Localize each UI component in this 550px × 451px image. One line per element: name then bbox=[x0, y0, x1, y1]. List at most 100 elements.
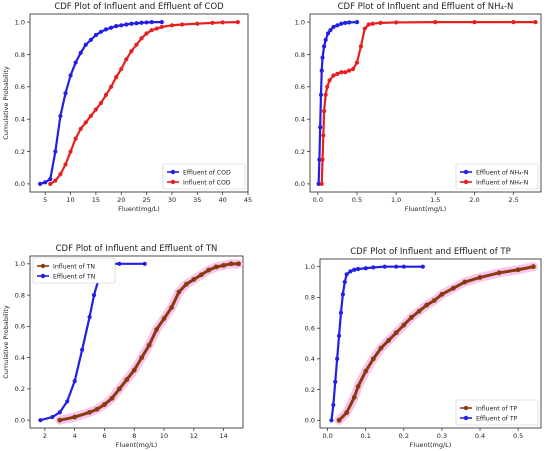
data-point bbox=[439, 291, 445, 297]
data-point bbox=[320, 55, 325, 60]
data-point bbox=[356, 266, 361, 272]
data-point bbox=[378, 20, 383, 25]
x-tick-label: 30 bbox=[168, 196, 176, 204]
legend-label: Effluent of COD bbox=[183, 169, 231, 176]
data-point bbox=[343, 70, 348, 75]
data-point bbox=[63, 91, 68, 96]
data-point bbox=[48, 181, 53, 187]
x-tick-label: 0.4 bbox=[475, 432, 485, 440]
data-point bbox=[129, 49, 134, 54]
data-point bbox=[176, 289, 182, 295]
data-point bbox=[78, 50, 83, 55]
legend: Influent of TP Effluent of TP bbox=[455, 399, 539, 426]
data-point bbox=[382, 264, 387, 269]
data-point bbox=[386, 338, 391, 343]
data-point bbox=[134, 21, 139, 26]
y-tick-label: 0.8 bbox=[305, 294, 315, 302]
x-axis-label: Fluent(mg/L) bbox=[118, 205, 160, 213]
chart-title: CDF Plot of Influent and Effluent of COD bbox=[54, 2, 224, 12]
data-point bbox=[352, 267, 357, 272]
legend-label: Effluent of NH₄-N bbox=[476, 169, 529, 176]
x-tick-label: 0.2 bbox=[399, 432, 409, 440]
data-point bbox=[146, 342, 152, 348]
data-point bbox=[206, 267, 212, 273]
data-point bbox=[325, 84, 330, 89]
data-point bbox=[98, 100, 104, 106]
data-point bbox=[53, 149, 58, 154]
data-point bbox=[98, 29, 104, 34]
data-point bbox=[88, 37, 93, 42]
data-point bbox=[431, 298, 437, 303]
data-point bbox=[102, 402, 107, 407]
data-point bbox=[73, 136, 78, 141]
data-point bbox=[335, 71, 340, 76]
x-tick-label: 2 bbox=[43, 432, 47, 440]
data-point bbox=[116, 386, 122, 392]
x-tick-label: 12 bbox=[190, 432, 198, 440]
series-effluent-of-cod bbox=[38, 19, 164, 187]
data-point bbox=[333, 379, 338, 385]
legend: Influent of TN Effluent of TN bbox=[32, 257, 116, 284]
x-tick-label: 40 bbox=[219, 196, 227, 204]
data-point bbox=[139, 20, 144, 25]
y-tick-label: 0.6 bbox=[295, 83, 305, 91]
data-point bbox=[228, 261, 234, 267]
data-point bbox=[358, 44, 363, 49]
chart-title: CDF Plot of Influent and Effluent of NH₄… bbox=[338, 2, 514, 12]
chart-panel-2: CDF Plot of Influent and Effluent of NH₄… bbox=[295, 2, 542, 213]
data-point bbox=[119, 66, 124, 72]
x-tick-label: 45 bbox=[244, 196, 252, 204]
data-point bbox=[323, 92, 328, 98]
data-point bbox=[154, 26, 159, 31]
chart-panel-3: CDF Plot of Influent and Effluent of TN 2… bbox=[2, 244, 244, 449]
legend-label: Influent of NH₄-N bbox=[476, 179, 529, 186]
legend-marker bbox=[463, 169, 469, 175]
y-tick-label: 0.0 bbox=[15, 180, 25, 188]
x-tick-label: 0.0 bbox=[322, 432, 332, 440]
x-tick-label: 8 bbox=[132, 432, 136, 440]
data-point bbox=[124, 377, 130, 382]
data-point bbox=[93, 32, 99, 38]
data-point bbox=[91, 292, 97, 298]
data-point bbox=[87, 409, 92, 415]
legend-box bbox=[455, 399, 539, 426]
data-point bbox=[161, 316, 167, 321]
data-point bbox=[83, 42, 88, 47]
data-point bbox=[496, 270, 502, 276]
y-tick-label: 0.2 bbox=[15, 148, 25, 156]
data-point bbox=[331, 402, 336, 408]
data-point bbox=[394, 20, 399, 25]
series-influent-of-nh-n bbox=[319, 19, 538, 187]
data-point bbox=[316, 181, 321, 187]
legend-label: Effluent of TP bbox=[476, 415, 518, 422]
data-point bbox=[129, 21, 134, 26]
legend-label: Effluent of TN bbox=[53, 273, 96, 280]
data-point bbox=[338, 310, 344, 315]
data-point bbox=[94, 406, 100, 412]
legend-marker bbox=[40, 273, 46, 279]
y-tick-label: 0.6 bbox=[305, 324, 315, 332]
data-point bbox=[394, 264, 399, 269]
data-point bbox=[347, 68, 352, 73]
data-point bbox=[363, 368, 369, 374]
data-point bbox=[58, 172, 63, 177]
chart-panel-4: CDF Plot of Influent and Effluent of TP 0… bbox=[305, 247, 542, 449]
x-tick-label: 0.5 bbox=[352, 196, 362, 204]
data-point bbox=[533, 19, 538, 25]
data-point bbox=[335, 356, 340, 361]
y-tick-label: 0.0 bbox=[305, 417, 315, 425]
y-axis-label: Cumulative Probability bbox=[2, 305, 10, 379]
data-point bbox=[124, 57, 129, 62]
y-axis-label: Cumulative Probability bbox=[2, 66, 10, 140]
data-point bbox=[134, 42, 139, 47]
x-tick-label: 0.0 bbox=[313, 196, 323, 204]
y-tick-label: 1.0 bbox=[15, 18, 25, 26]
data-point bbox=[235, 19, 240, 25]
data-point bbox=[433, 19, 438, 25]
data-point bbox=[72, 378, 77, 384]
data-point bbox=[73, 60, 78, 65]
data-point bbox=[511, 19, 516, 25]
legend-box bbox=[162, 163, 246, 190]
data-point bbox=[331, 73, 336, 78]
